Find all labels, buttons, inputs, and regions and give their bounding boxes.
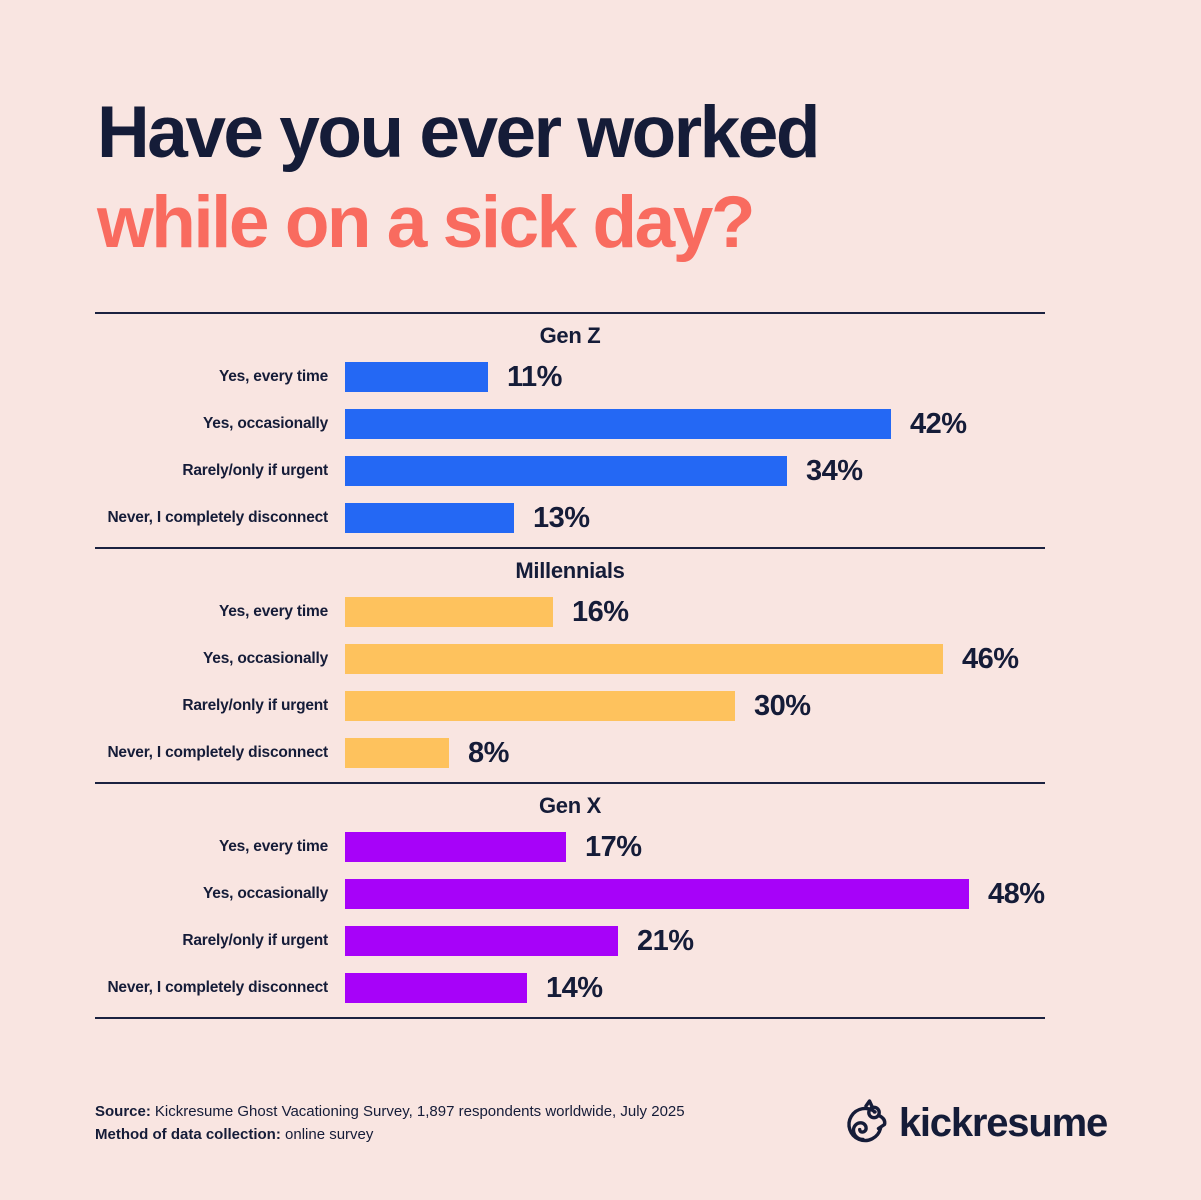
category-label: Yes, occasionally — [203, 415, 328, 433]
source-text: Kickresume Ghost Vacationing Survey, 1,8… — [154, 1103, 685, 1120]
bar — [345, 644, 943, 674]
source-line: Source: Kickresume Ghost Vacationing Surv… — [95, 1100, 685, 1123]
category-label: Never, I completely disconnect — [107, 979, 328, 997]
bar-chart: Gen Z Yes, every time 11% Yes, occasiona… — [95, 312, 1045, 1019]
category-label: Yes, occasionally — [203, 885, 328, 903]
chart-row: Yes, occasionally 48% — [95, 877, 1045, 910]
footer: Source: Kickresume Ghost Vacationing Surv… — [95, 1098, 1108, 1148]
category-label: Yes, every time — [218, 368, 328, 386]
bar — [345, 503, 514, 533]
section-title: Millennials — [515, 558, 625, 583]
value-label: 13% — [533, 501, 590, 534]
value-label: 34% — [806, 454, 863, 487]
method-label: Method of data collection: — [95, 1126, 281, 1143]
category-label: Rarely/only if urgent — [182, 462, 328, 480]
chameleon-icon — [847, 1099, 887, 1143]
source-label: Source: — [95, 1103, 151, 1120]
chart-row: Rarely/only if urgent 21% — [95, 924, 1045, 957]
value-label: 14% — [546, 971, 603, 1004]
bar — [345, 832, 566, 862]
method-line: Method of data collection: online survey — [95, 1123, 685, 1146]
section-title: Gen Z — [539, 323, 601, 348]
chart-row: Yes, occasionally 42% — [95, 407, 1045, 440]
bar — [345, 926, 618, 956]
chart-row: Never, I completely disconnect 8% — [95, 736, 1045, 769]
bar — [345, 362, 488, 392]
category-label: Yes, every time — [218, 838, 328, 856]
category-label: Yes, occasionally — [203, 650, 328, 668]
chart-row: Rarely/only if urgent 30% — [95, 689, 1045, 722]
value-label: 16% — [572, 595, 629, 628]
section-title: Gen X — [538, 793, 602, 818]
bar — [345, 456, 787, 486]
title-line-2: while on a sick day? — [97, 182, 755, 263]
page-title: Have you ever worked while on a sick day… — [0, 0, 1201, 268]
bar — [345, 597, 553, 627]
category-label: Never, I completely disconnect — [107, 509, 328, 527]
kickresume-logo: kickresume — [839, 1098, 1108, 1148]
value-label: 11% — [507, 360, 562, 393]
bar — [345, 879, 969, 909]
title-line-1: Have you ever worked — [97, 92, 820, 173]
bar — [345, 409, 891, 439]
category-label: Rarely/only if urgent — [182, 932, 328, 950]
chart-row: Never, I completely disconnect 14% — [95, 971, 1045, 1004]
value-label: 21% — [637, 924, 694, 957]
section-millennials: Millennials Yes, every time 16% Yes, occ… — [95, 547, 1045, 782]
value-label: 48% — [988, 877, 1045, 910]
value-label: 17% — [585, 830, 642, 863]
bar — [345, 738, 449, 768]
brand-name: kickresume — [898, 1100, 1108, 1145]
category-label: Yes, every time — [218, 603, 328, 621]
value-label: 42% — [910, 407, 967, 440]
section-gen-z: Gen Z Yes, every time 11% Yes, occasiona… — [95, 312, 1045, 547]
chart-row: Yes, occasionally 46% — [95, 642, 1045, 675]
chart-row: Never, I completely disconnect 13% — [95, 501, 1045, 534]
bar — [345, 691, 735, 721]
value-label: 8% — [468, 736, 509, 769]
value-label: 46% — [962, 642, 1019, 675]
chart-row: Yes, every time 11% — [95, 360, 1045, 393]
method-text: online survey — [285, 1126, 374, 1143]
source-block: Source: Kickresume Ghost Vacationing Surv… — [95, 1100, 685, 1146]
bar — [345, 973, 527, 1003]
category-label: Never, I completely disconnect — [107, 744, 328, 762]
category-label: Rarely/only if urgent — [182, 697, 328, 715]
chart-row: Yes, every time 17% — [95, 830, 1045, 863]
value-label: 30% — [754, 689, 811, 722]
section-gen-x: Gen X Yes, every time 17% Yes, occasiona… — [95, 782, 1045, 1019]
chart-row: Yes, every time 16% — [95, 595, 1045, 628]
chart-row: Rarely/only if urgent 34% — [95, 454, 1045, 487]
